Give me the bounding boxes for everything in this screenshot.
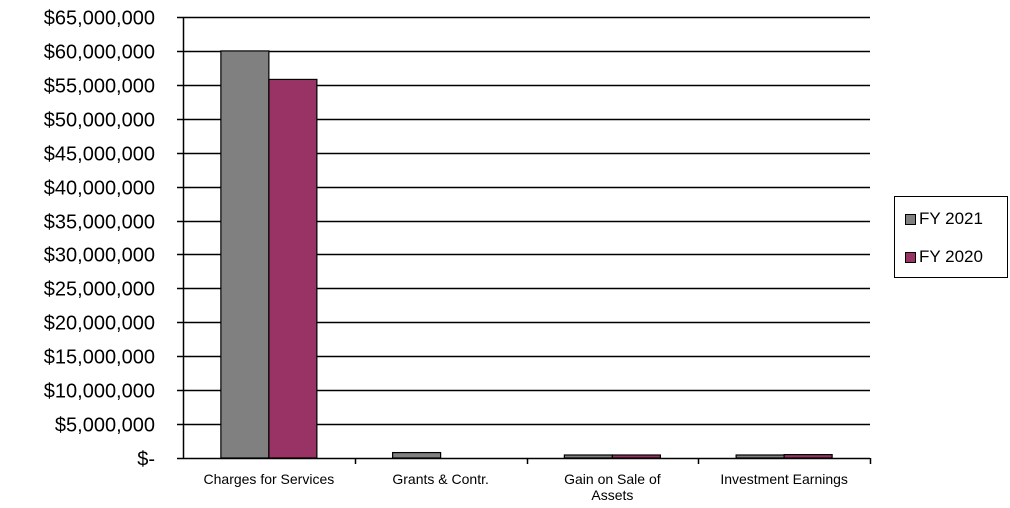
bar-fy-2021 xyxy=(392,451,442,459)
x-tick-label: Gain on Sale of xyxy=(564,471,661,487)
y-tick-label: $- xyxy=(137,449,155,471)
y-tick-label: $35,000,000 xyxy=(44,212,155,234)
legend-item-fy-2020: FY 2020 xyxy=(905,246,983,268)
bar-fy-2021 xyxy=(735,454,785,459)
y-tick-labels: $- $5,000,000 $10,000,000 $15,000,000 $20,00… xyxy=(44,8,155,471)
x-tick-label: Investment Earnings xyxy=(720,471,848,487)
bar-fy-2021 xyxy=(220,50,270,459)
bars xyxy=(220,50,833,459)
y-tick-label: $20,000,000 xyxy=(44,313,155,335)
y-tick-label: $50,000,000 xyxy=(44,110,155,132)
legend: FY 2021 FY 2020 xyxy=(894,196,1008,278)
legend-swatch-fy-2020 xyxy=(905,251,916,263)
y-tick-label: $10,000,000 xyxy=(44,381,155,403)
legend-label-fy-2021: FY 2021 xyxy=(919,209,983,228)
y-tick-label: $40,000,000 xyxy=(44,178,155,200)
legend-swatch-fy-2021 xyxy=(905,213,916,225)
bar-fy-2020 xyxy=(268,78,318,459)
y-tick-label: $45,000,000 xyxy=(44,144,155,166)
y-tick-label: $15,000,000 xyxy=(44,347,155,369)
bar-fy-2020 xyxy=(783,454,833,459)
bar-fy-2021 xyxy=(563,454,613,459)
x-tick-labels: Charges for Services Grants & Contr. Gain … xyxy=(204,471,848,503)
x-tick-label: Charges for Services xyxy=(204,471,335,487)
x-tick-label: Grants & Contr. xyxy=(392,471,488,487)
legend-label-fy-2020: FY 2020 xyxy=(919,247,983,266)
y-tick-label: $60,000,000 xyxy=(44,42,155,64)
x-tick-label: Assets xyxy=(591,487,633,503)
axes xyxy=(177,16,872,464)
y-tick-label: $5,000,000 xyxy=(55,415,155,437)
y-tick-label: $65,000,000 xyxy=(44,8,155,30)
bar-fy-2020 xyxy=(611,454,661,459)
y-tick-label: $30,000,000 xyxy=(44,245,155,267)
legend-item-fy-2021: FY 2021 xyxy=(905,208,983,230)
y-tick-label: $55,000,000 xyxy=(44,76,155,98)
y-tick-label: $25,000,000 xyxy=(44,279,155,301)
